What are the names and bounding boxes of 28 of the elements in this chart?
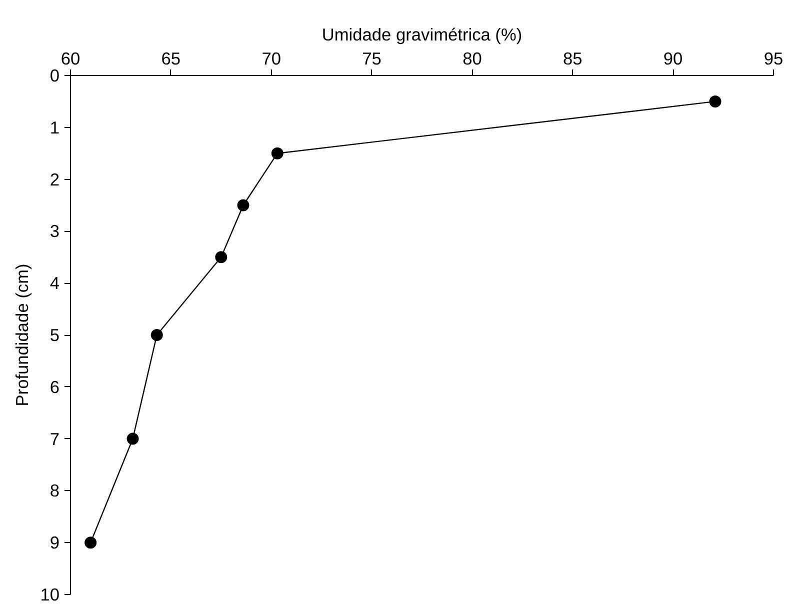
y-tick-label: 7: [50, 428, 60, 449]
y-axis-title: Profundidade (cm): [12, 264, 32, 406]
point: [84, 536, 97, 549]
x-tick-label: 80: [462, 48, 482, 68]
y-tick-label: 10: [40, 584, 60, 604]
x-tick-label: 90: [663, 48, 683, 68]
y-tick-label: 5: [50, 325, 60, 345]
point: [150, 329, 163, 341]
x-tick-label: 70: [262, 48, 281, 68]
x-tick-label: 95: [764, 48, 784, 68]
point: [709, 95, 722, 108]
y-tick-label: 2: [50, 169, 60, 190]
x-tick-label: 60: [60, 48, 80, 68]
point: [271, 147, 284, 160]
y-tick-label: 3: [50, 221, 60, 242]
y-tick-label: 8: [50, 480, 60, 501]
y-tick-label: 4: [50, 273, 60, 294]
y-tick-label: 1: [50, 117, 60, 138]
x-axis-title: Umidade gravimétrica (%): [322, 24, 522, 44]
point: [237, 199, 250, 212]
y-tick-label: 0: [50, 66, 60, 86]
x-tick-label: 75: [362, 48, 382, 68]
point: [126, 432, 139, 445]
x-tick-label: 65: [161, 48, 181, 68]
x-tick-label: 85: [563, 48, 582, 68]
y-tick-label: 9: [50, 532, 60, 553]
point: [215, 251, 228, 264]
y-tick-label: 6: [50, 376, 60, 397]
